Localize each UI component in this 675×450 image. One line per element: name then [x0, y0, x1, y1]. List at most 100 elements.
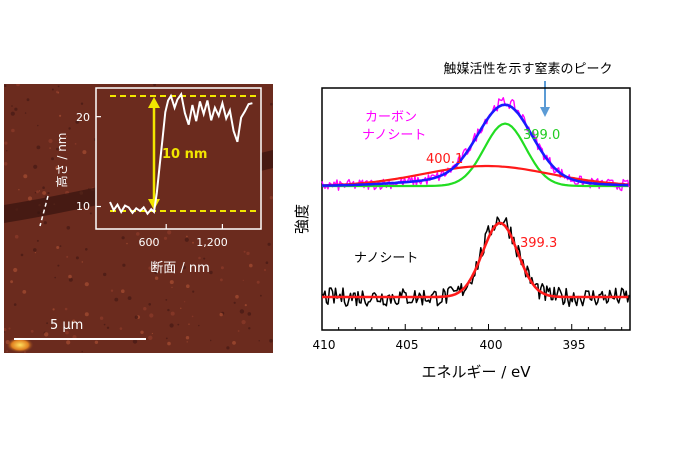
afm-speckle: [51, 88, 54, 91]
afm-speckle: [58, 183, 61, 186]
afm-speckle: [186, 235, 188, 238]
afm-speckle: [241, 320, 246, 325]
afm-speckle: [38, 190, 41, 192]
afm-speckle: [46, 322, 48, 325]
afm-speckle: [149, 313, 154, 318]
afm-speckle: [42, 191, 46, 195]
height-arrow-head-top: [148, 97, 160, 108]
afm-speckle: [75, 120, 79, 124]
inset-y-tick-20: 20: [76, 111, 90, 124]
afm-speckle: [34, 192, 37, 194]
afm-speckle: [126, 242, 128, 245]
afm-speckle: [81, 350, 83, 353]
afm-speckle: [34, 252, 37, 254]
afm-speckle: [68, 277, 73, 282]
afm-speckle: [121, 236, 125, 240]
afm-speckle: [171, 286, 173, 288]
afm-speckle: [82, 150, 87, 155]
afm-speckle: [99, 316, 104, 320]
afm-speckle: [198, 324, 200, 327]
afm-dashed-line: [39, 195, 49, 227]
x-tick-400: 400: [480, 338, 503, 352]
afm-speckle: [44, 332, 49, 337]
afm-speckle: [110, 289, 114, 292]
afm-speckle: [169, 323, 174, 328]
afm-speckle: [56, 147, 59, 151]
afm-speckle: [106, 326, 110, 329]
afm-speckle: [180, 307, 182, 309]
afm-speckle: [185, 336, 190, 340]
afm-speckle: [26, 98, 30, 102]
afm-speckle: [148, 266, 152, 270]
xps-ticks: [321, 324, 623, 330]
afm-speckle: [84, 312, 89, 317]
afm-speckle: [248, 327, 251, 330]
xps-curves: [321, 96, 630, 308]
afm-speckle: [22, 290, 27, 294]
afm-speckle: [270, 102, 273, 106]
afm-speckle: [132, 339, 138, 344]
afm-speckle: [52, 308, 55, 311]
afm-speckle: [203, 257, 206, 260]
afm-speckle: [27, 196, 33, 201]
afm-speckle: [167, 230, 172, 235]
afm-bright-spot: [6, 337, 34, 353]
afm-speckle: [256, 280, 260, 284]
afm-speckle: [24, 112, 27, 114]
afm-speckle: [47, 192, 50, 195]
afm-speckle: [13, 267, 18, 273]
spectrum-fit-399-0: [322, 122, 629, 188]
afm-speckle: [94, 340, 99, 344]
afm-speckle: [186, 284, 190, 289]
afm-speckle: [143, 307, 147, 311]
afm-speckle: [74, 143, 77, 145]
scale-bar-label: 5 μm: [50, 318, 83, 333]
height-profile-inset: 20 10 600 1,200 高さ / nm 断面 / nm 10 nm: [54, 87, 262, 276]
afm-speckle: [43, 221, 47, 225]
afm-speckle: [65, 330, 69, 335]
afm-speckle: [209, 270, 213, 275]
afm-speckle: [244, 304, 247, 307]
afm-speckle: [263, 268, 267, 272]
afm-speckle: [66, 340, 71, 345]
afm-speckle: [219, 312, 223, 317]
xps-x-label: エネルギー / eV: [421, 363, 531, 381]
afm-speckle: [57, 91, 60, 94]
afm-speckle: [226, 346, 230, 350]
afm-speckle: [188, 323, 190, 325]
afm-speckle: [84, 115, 87, 118]
afm-speckle: [4, 162, 8, 166]
afm-speckle: [65, 136, 67, 138]
xps-y-label: 強度: [293, 204, 311, 234]
afm-speckle: [177, 323, 180, 326]
afm-speckle: [36, 239, 39, 242]
afm-speckle: [269, 196, 273, 200]
inset-x-tick-600: 600: [139, 236, 160, 249]
afm-speckle: [14, 107, 18, 111]
afm-speckle: [4, 141, 8, 145]
afm-speckle: [48, 138, 53, 144]
afm-speckle: [151, 332, 153, 335]
afm-speckle: [62, 179, 66, 183]
label-carbon: カーボン: [365, 110, 417, 125]
afm-speckle: [11, 128, 15, 133]
afm-speckle: [267, 242, 271, 246]
afm-speckle: [149, 240, 154, 244]
afm-speckle: [6, 350, 8, 353]
afm-speckle: [186, 341, 188, 343]
afm-speckle: [23, 174, 28, 179]
afm-speckle: [18, 189, 20, 191]
afm-speckle: [247, 312, 252, 316]
label-399-0: 399.0: [523, 128, 560, 143]
afm-speckle: [8, 327, 11, 330]
afm-speckle: [192, 241, 194, 244]
afm-speckle: [165, 337, 168, 340]
afm-speckle: [153, 84, 156, 86]
afm-speckle: [114, 297, 119, 302]
afm-speckle: [260, 294, 262, 297]
afm-speckle: [158, 265, 161, 267]
afm-speckle: [4, 84, 7, 87]
inset-ticks: [96, 116, 224, 229]
afm-speckle: [182, 265, 187, 270]
